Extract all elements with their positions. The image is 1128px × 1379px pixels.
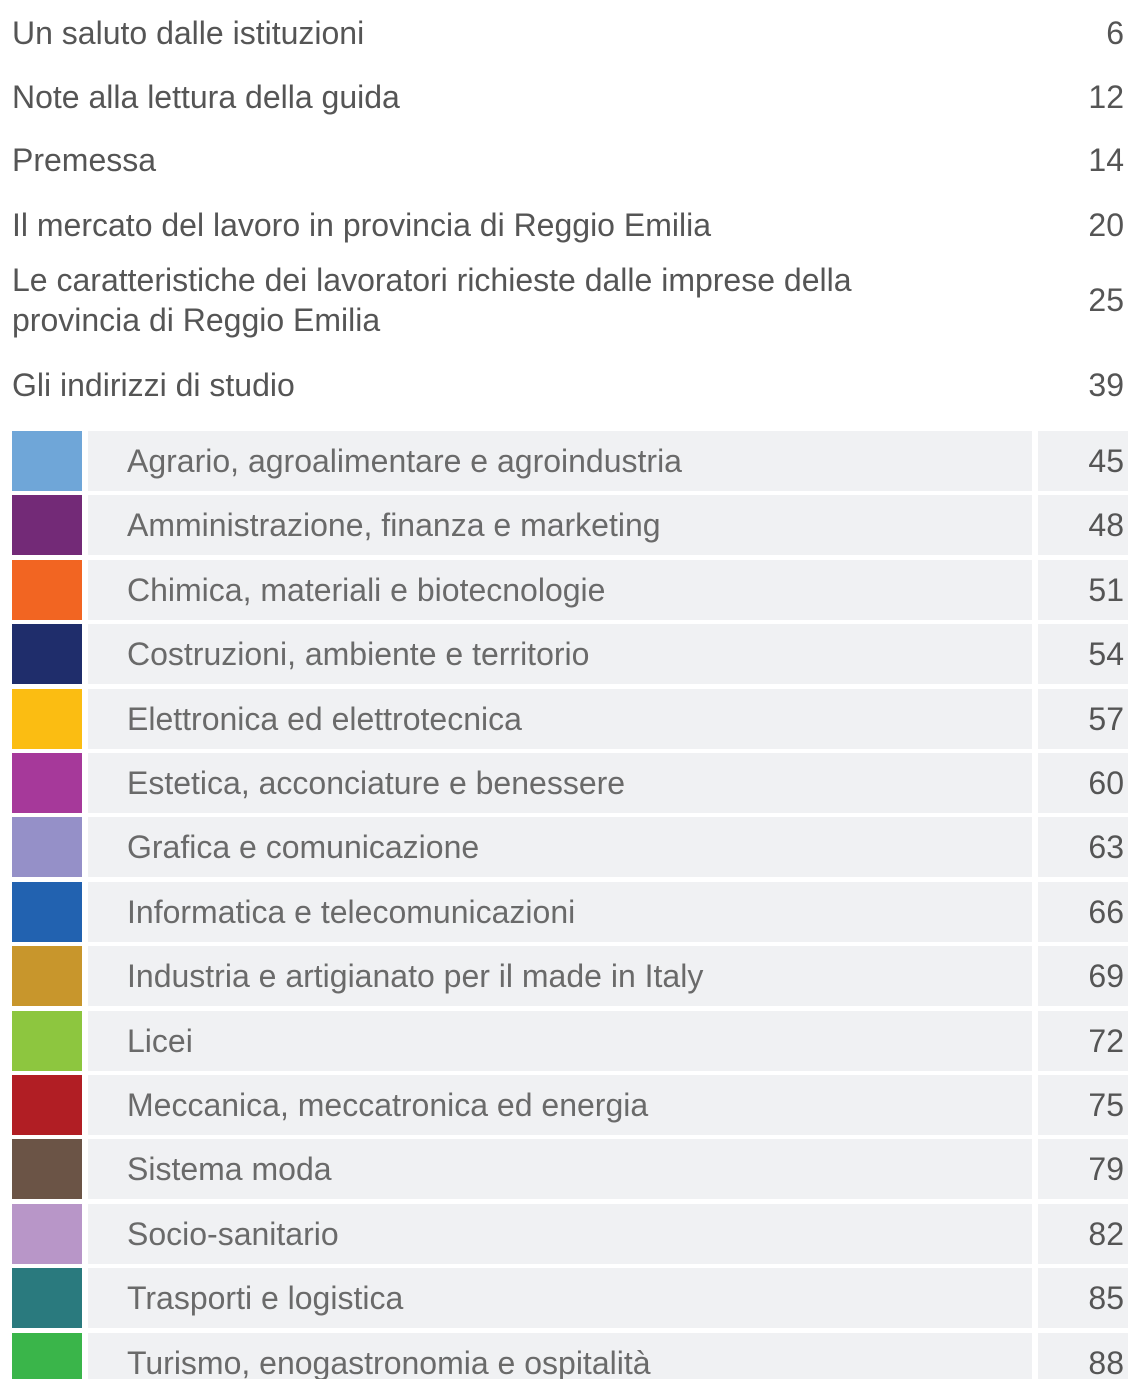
page-cell	[1038, 431, 1128, 491]
section-page: 57	[1088, 700, 1124, 737]
color-swatch	[12, 1075, 82, 1135]
section-title: Amministrazione, finanza e marketing	[127, 507, 661, 544]
title-cell	[88, 753, 1032, 813]
section-title: Trasporti e logistica	[127, 1280, 404, 1317]
section-page: 66	[1088, 893, 1124, 930]
color-swatch	[12, 817, 82, 878]
section-page: 54	[1088, 636, 1124, 673]
title-cell	[88, 431, 1032, 491]
section-page: 72	[1088, 1022, 1124, 1059]
title-cell	[88, 1332, 1032, 1379]
title-cell	[88, 817, 1032, 878]
entry-page: 25	[1088, 282, 1124, 318]
section-title: Informatica e telecomunicazioni	[127, 893, 576, 930]
page-cell	[1038, 495, 1128, 556]
section-title: Meccanica, meccatronica ed energia	[127, 1087, 649, 1123]
page-cell	[1038, 688, 1128, 749]
entry-title: Il mercato del lavoro in provincia di Re…	[12, 207, 711, 243]
color-swatch	[12, 753, 82, 813]
color-swatch	[12, 881, 82, 942]
section-title: Grafica e comunicazione	[127, 829, 480, 866]
entry-page: 39	[1088, 367, 1124, 403]
section-page: 48	[1088, 507, 1124, 544]
title-cell	[88, 688, 1032, 749]
section-page: 85	[1088, 1280, 1124, 1317]
title-cell	[88, 559, 1032, 620]
page-cell	[1038, 1075, 1128, 1135]
title-cell	[88, 946, 1032, 1007]
color-swatch	[12, 946, 82, 1007]
page-cell	[1038, 624, 1128, 685]
title-cell	[88, 1139, 1032, 1200]
entry-title: Gli indirizzi di studio	[12, 367, 295, 403]
color-swatch	[12, 1332, 82, 1379]
title-cell	[88, 881, 1032, 942]
section-title: Turismo, enogastronomia e ospitalità	[127, 1344, 651, 1379]
title-cell	[88, 1010, 1032, 1071]
section-page: 60	[1088, 765, 1124, 801]
page-cell	[1038, 1010, 1128, 1071]
section-page: 45	[1088, 443, 1124, 479]
page-cell	[1038, 946, 1128, 1007]
section-page: 69	[1088, 958, 1124, 995]
section-page: 63	[1088, 829, 1124, 866]
section-title: Chimica, materiali e biotecnologie	[127, 571, 606, 608]
page-cell	[1038, 1268, 1128, 1329]
section-title: Agrario, agroalimentare e agroindustria	[127, 443, 682, 479]
section-page: 79	[1088, 1151, 1124, 1188]
entry-title: Un saluto dalle istituzioni	[12, 15, 365, 51]
title-cell	[88, 624, 1032, 685]
entry-page: 12	[1088, 79, 1124, 115]
section-page: 51	[1088, 571, 1124, 608]
entry-page: 20	[1088, 207, 1124, 243]
page-cell	[1038, 881, 1128, 942]
color-swatch	[12, 1010, 82, 1071]
entry-title: provincia di Reggio Emilia	[12, 302, 381, 338]
section-title: Socio-sanitario	[127, 1215, 339, 1252]
title-cell	[88, 1075, 1032, 1135]
color-swatch	[12, 1268, 82, 1329]
entry-title: Le caratteristiche dei lavoratori richie…	[12, 262, 852, 298]
title-cell	[88, 1268, 1032, 1329]
section-page: 88	[1088, 1344, 1124, 1379]
section-page: 82	[1088, 1215, 1124, 1252]
page-cell	[1038, 1139, 1128, 1200]
page-cell	[1038, 1332, 1128, 1379]
section-title: Licei	[127, 1022, 193, 1059]
color-swatch	[12, 431, 82, 491]
title-cell	[88, 495, 1032, 556]
section-title: Costruzioni, ambiente e territorio	[127, 636, 590, 673]
color-swatch	[12, 624, 82, 685]
entry-page: 14	[1088, 142, 1124, 178]
page-cell	[1038, 1203, 1128, 1264]
color-swatch	[12, 1203, 82, 1264]
color-swatch	[12, 559, 82, 620]
page-cell	[1038, 753, 1128, 813]
color-swatch	[12, 495, 82, 556]
entry-title: Premessa	[12, 142, 157, 178]
entry-page: 6	[1106, 15, 1124, 51]
page-cell	[1038, 559, 1128, 620]
section-title: Industria e artigianato per il made in I…	[127, 958, 704, 995]
section-title: Estetica, acconciature e benessere	[127, 765, 626, 801]
entry-title: Note alla lettura della guida	[12, 79, 400, 115]
page-cell	[1038, 817, 1128, 878]
section-title: Elettronica ed elettrotecnica	[127, 700, 522, 737]
section-title: Sistema moda	[127, 1151, 332, 1188]
section-page: 75	[1088, 1087, 1124, 1123]
color-swatch	[12, 688, 82, 749]
color-swatch	[12, 1139, 82, 1200]
title-cell	[88, 1203, 1032, 1264]
